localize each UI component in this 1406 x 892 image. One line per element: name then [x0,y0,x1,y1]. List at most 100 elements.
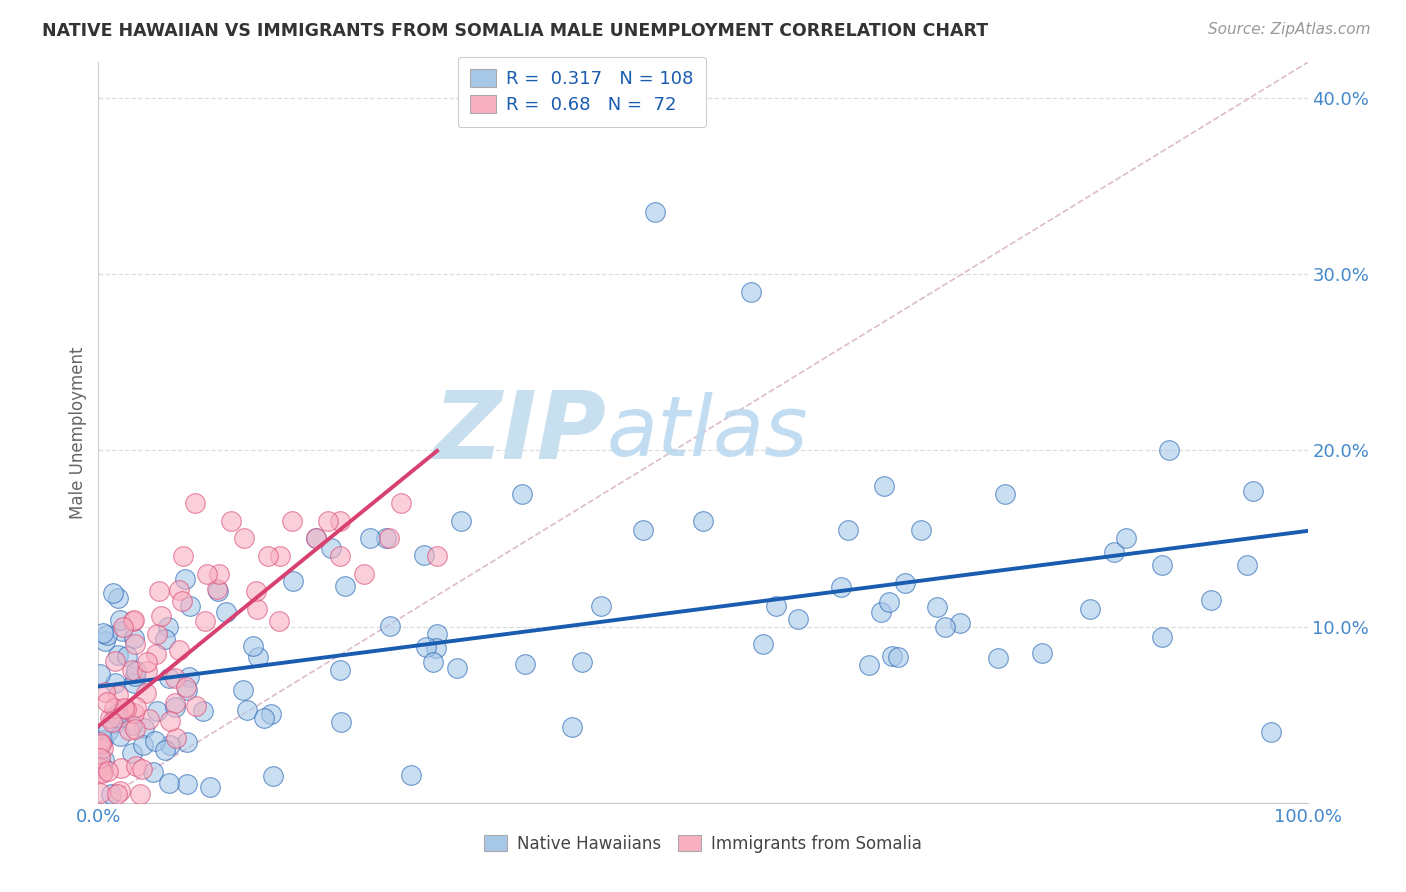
Point [176,734,198,748]
Point [107,711,129,725]
Point [353,566,375,581]
Point [426,626,449,640]
Point [413,548,436,562]
Point [107,591,129,605]
Point [232,532,254,546]
Point [245,584,267,599]
Point [153,743,176,757]
Point [96,628,118,642]
Point [121,746,143,760]
Point [159,714,181,728]
Point [426,549,449,563]
Point [425,641,447,656]
Point [107,648,129,662]
Point [305,532,328,546]
Point [174,680,197,694]
Point [207,584,229,599]
Point [110,624,132,639]
Point [104,654,127,668]
Point [163,700,186,714]
Point [100,787,122,801]
Point [837,523,859,537]
Point [165,696,187,710]
Point [305,532,328,546]
Point [93,753,115,767]
Point [176,682,198,697]
Point [644,205,666,219]
Point [98,710,121,724]
Point [422,655,444,669]
Point [129,787,152,801]
Point [132,722,155,736]
Point [1152,558,1174,572]
Point [131,762,153,776]
Point [1236,558,1258,572]
Point [157,620,180,634]
Point [752,637,775,651]
Point [316,514,339,528]
Point [242,639,264,653]
Point [1115,532,1137,546]
Point [94,685,117,699]
Point [571,655,593,669]
Point [1031,646,1053,660]
Point [949,615,972,630]
Point [221,514,243,528]
Point [103,701,125,715]
Point [165,731,187,745]
Point [121,663,143,677]
Point [359,532,381,546]
Point [205,582,228,596]
Point [513,657,536,671]
Point [740,285,762,299]
Point [765,599,787,614]
Point [159,671,181,685]
Point [118,723,141,738]
Point [329,714,352,729]
Point [146,704,169,718]
Point [260,707,283,722]
Point [399,768,422,782]
Point [135,686,157,700]
Point [124,723,146,737]
Point [89,735,111,749]
Point [208,566,231,581]
Point [104,716,127,731]
Point [195,566,218,581]
Point [934,619,956,633]
Point [873,478,896,492]
Point [150,609,173,624]
Point [146,627,169,641]
Point [90,759,112,773]
Point [333,579,356,593]
Point [262,769,284,783]
Point [89,666,111,681]
Point [193,704,215,718]
Point [510,487,533,501]
Point [111,619,134,633]
Point [101,715,124,730]
Point [925,600,948,615]
Point [91,766,114,780]
Point [101,586,124,600]
Point [135,655,157,669]
Point [184,698,207,713]
Point [246,602,269,616]
Point [174,572,197,586]
Point [108,613,131,627]
Point [177,670,200,684]
Point [232,682,254,697]
Point [561,721,583,735]
Point [446,661,468,675]
Point [1159,443,1181,458]
Point [105,706,128,721]
Point [104,675,127,690]
Point [887,649,910,664]
Point [1150,630,1173,644]
Point [319,541,342,556]
Point [1078,602,1101,616]
Point [167,583,190,598]
Point [145,647,167,661]
Point [858,657,880,672]
Legend: Native Hawaiians, Immigrants from Somalia: Native Hawaiians, Immigrants from Somali… [475,826,931,861]
